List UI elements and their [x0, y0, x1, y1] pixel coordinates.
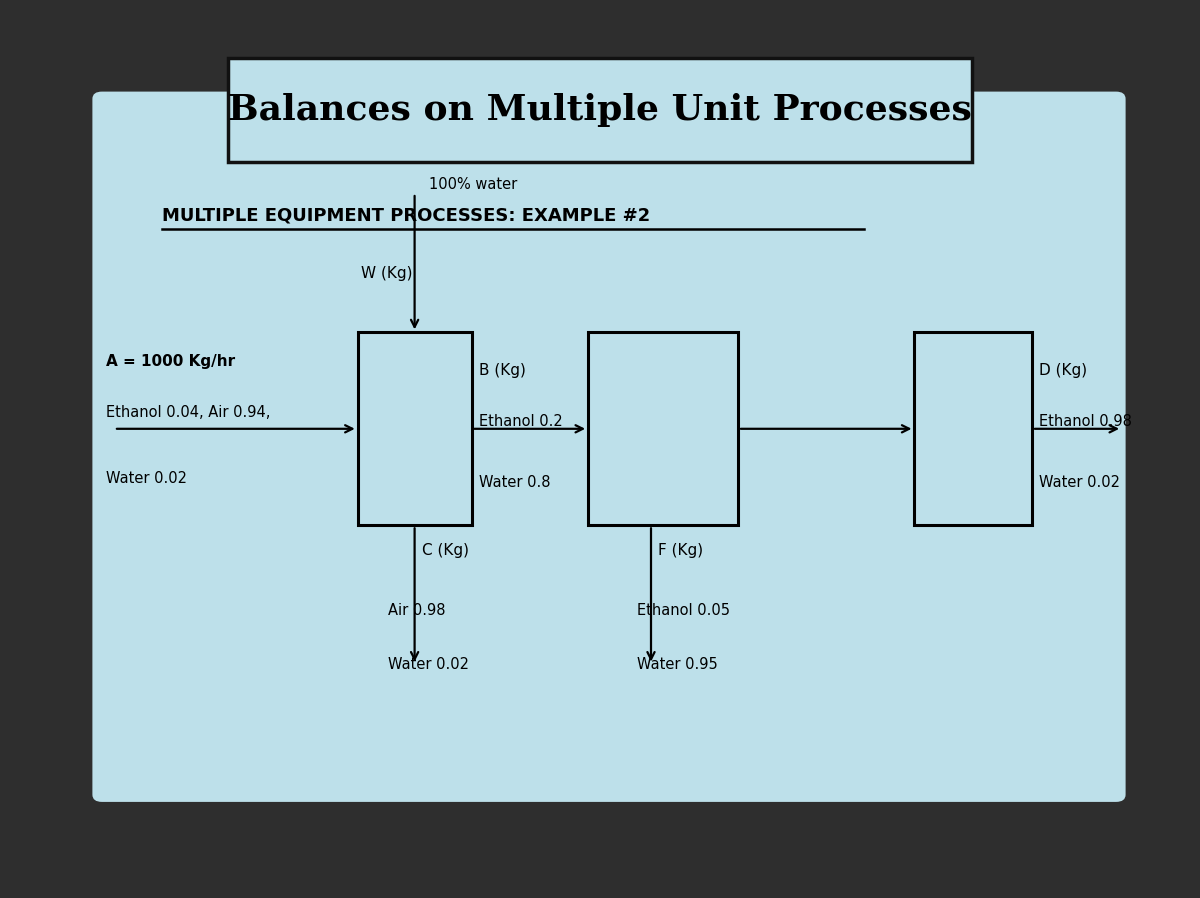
Text: Ethanol 0.05: Ethanol 0.05 — [636, 603, 730, 618]
Text: Water 0.8: Water 0.8 — [479, 475, 551, 490]
Text: C (Kg): C (Kg) — [422, 543, 469, 558]
Bar — [588, 332, 738, 525]
Text: B (Kg): B (Kg) — [479, 363, 526, 378]
Bar — [914, 332, 1032, 525]
Text: MULTIPLE EQUIPMENT PROCESSES: EXAMPLE #2: MULTIPLE EQUIPMENT PROCESSES: EXAMPLE #2 — [162, 207, 650, 224]
Text: Ethanol 0.98: Ethanol 0.98 — [1039, 414, 1132, 429]
Text: W (Kg): W (Kg) — [360, 267, 412, 281]
Text: Air 0.98: Air 0.98 — [388, 603, 445, 618]
Text: Water 0.02: Water 0.02 — [1039, 475, 1121, 490]
Text: Balances on Multiple Unit Processes: Balances on Multiple Unit Processes — [228, 92, 972, 127]
Text: A = 1000 Kg/hr: A = 1000 Kg/hr — [106, 354, 235, 369]
Text: 100% water: 100% water — [430, 177, 517, 191]
Bar — [358, 332, 472, 525]
Text: F (Kg): F (Kg) — [658, 543, 703, 558]
Text: Ethanol 0.04, Air 0.94,: Ethanol 0.04, Air 0.94, — [106, 405, 270, 420]
Text: D (Kg): D (Kg) — [1039, 363, 1087, 378]
Bar — [228, 58, 972, 162]
Text: Water 0.02: Water 0.02 — [388, 657, 469, 672]
Text: Ethanol 0.2: Ethanol 0.2 — [479, 414, 563, 429]
Text: Water 0.02: Water 0.02 — [106, 471, 187, 486]
Text: Water 0.95: Water 0.95 — [636, 657, 718, 672]
